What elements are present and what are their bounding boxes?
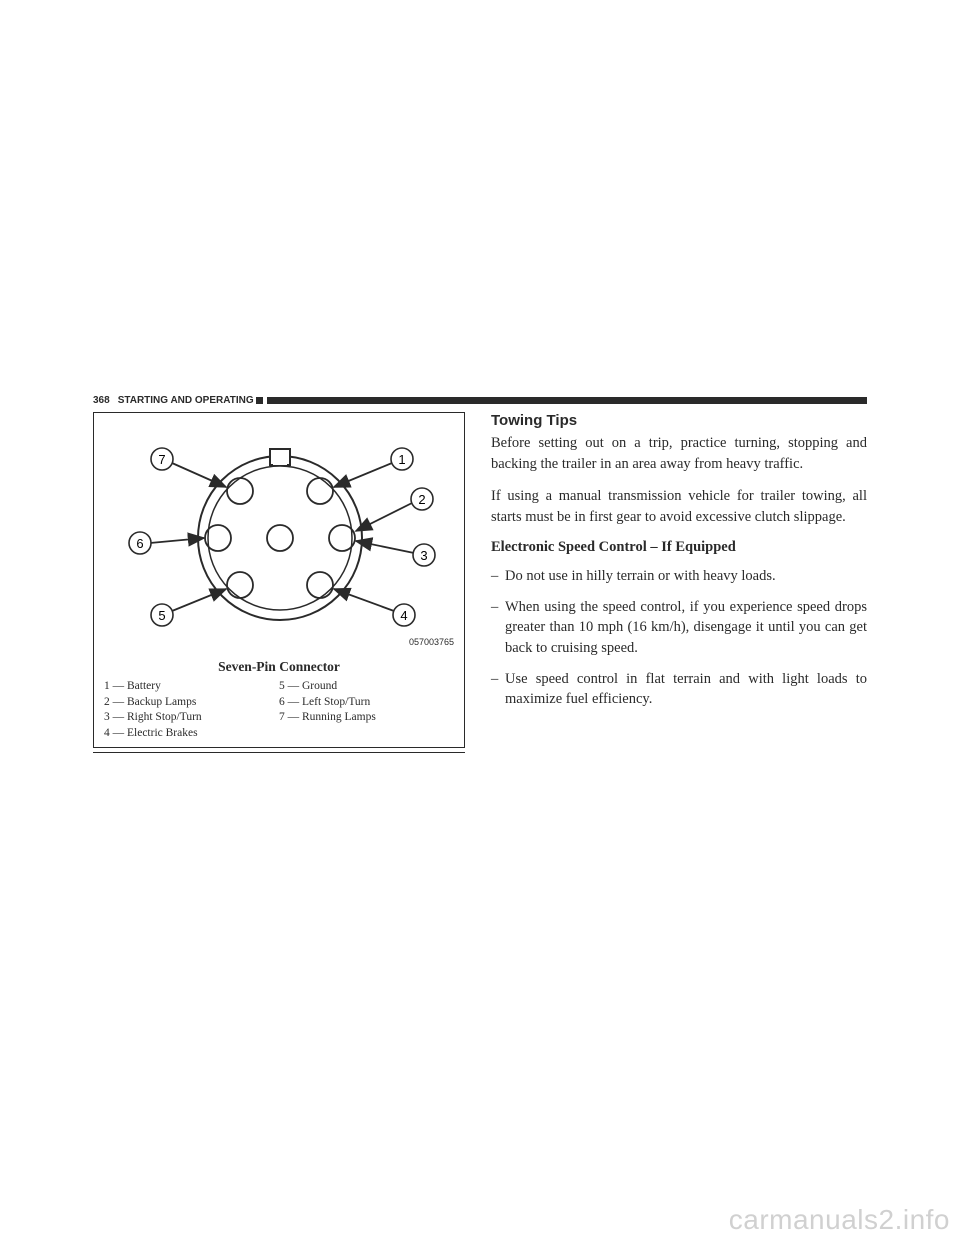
- pin-label-3: 3: [420, 548, 427, 563]
- section-title: Towing Tips: [491, 412, 867, 429]
- bullet-item: – Use speed control in flat terrain and …: [491, 669, 867, 710]
- pin-label-1: 1: [398, 452, 405, 467]
- legend-item: 7 — Running Lamps: [279, 710, 454, 726]
- bullet-item: – When using the speed control, if you e…: [491, 597, 867, 659]
- section-name: STARTING AND OPERATING: [118, 395, 254, 406]
- pin-label-7: 7: [158, 452, 165, 467]
- pin-label-4: 4: [400, 608, 407, 623]
- page-number: 368: [93, 395, 110, 406]
- figure-rule: [93, 752, 465, 753]
- legend-item: 6 — Left Stop/Turn: [279, 695, 454, 711]
- manual-page: 368 STARTING AND OPERATING: [93, 395, 867, 753]
- figure-container: 1 2 3 4 5 6 7 057003765 Seven-Pin Connec…: [93, 412, 465, 748]
- header-square-icon: [256, 397, 263, 404]
- pin-label-5: 5: [158, 608, 165, 623]
- right-column: Towing Tips Before setting out on a trip…: [491, 412, 867, 753]
- connector-diagram: 1 2 3 4 5 6 7 057003765: [94, 413, 466, 653]
- bullet-text: Use speed control in flat terrain and wi…: [505, 669, 867, 710]
- figure-legend: 1 — Battery 2 — Backup Lamps 3 — Right S…: [94, 679, 464, 747]
- subheading: Electronic Speed Control – If Equipped: [491, 539, 867, 556]
- left-column: 1 2 3 4 5 6 7 057003765 Seven-Pin Connec…: [93, 412, 465, 753]
- legend-item: 4 — Electric Brakes: [104, 726, 279, 742]
- legend-item: 2 — Backup Lamps: [104, 695, 279, 711]
- figure-caption: Seven-Pin Connector: [94, 653, 464, 679]
- legend-item: 5 — Ground: [279, 679, 454, 695]
- bullet-text: When using the speed control, if you exp…: [505, 597, 867, 659]
- legend-item: 1 — Battery: [104, 679, 279, 695]
- bullet-dash-icon: –: [491, 566, 505, 587]
- content-columns: 1 2 3 4 5 6 7 057003765 Seven-Pin Connec…: [93, 412, 867, 753]
- pin-label-2: 2: [418, 492, 425, 507]
- bullet-text: Do not use in hilly terrain or with heav…: [505, 566, 867, 587]
- legend-item: 3 — Right Stop/Turn: [104, 710, 279, 726]
- header-bar: [267, 397, 867, 404]
- paragraph: Before setting out on a trip, practice t…: [491, 433, 867, 474]
- pin-label-6: 6: [136, 536, 143, 551]
- watermark: carmanuals2.info: [729, 1204, 950, 1236]
- image-code: 057003765: [409, 637, 454, 647]
- bullet-dash-icon: –: [491, 669, 505, 710]
- legend-left-col: 1 — Battery 2 — Backup Lamps 3 — Right S…: [104, 679, 279, 741]
- paragraph: If using a manual transmission vehicle f…: [491, 486, 867, 527]
- page-header: 368 STARTING AND OPERATING: [93, 395, 867, 406]
- bullet-dash-icon: –: [491, 597, 505, 659]
- legend-right-col: 5 — Ground 6 — Left Stop/Turn 7 — Runnin…: [279, 679, 454, 741]
- bullet-item: – Do not use in hilly terrain or with he…: [491, 566, 867, 587]
